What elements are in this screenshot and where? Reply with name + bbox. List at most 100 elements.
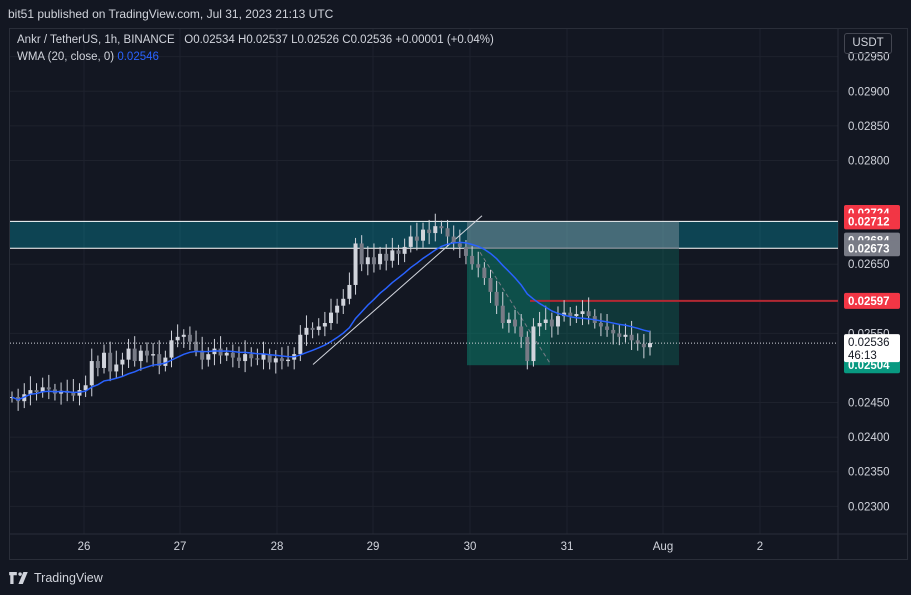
candle-body xyxy=(476,264,481,268)
y-tick-label: 0.02400 xyxy=(848,432,890,444)
candle-body xyxy=(322,323,327,327)
candle-body xyxy=(439,226,444,229)
y-tick-label: 0.02850 xyxy=(848,121,890,133)
candle-body xyxy=(384,253,389,261)
candle-body xyxy=(623,334,628,337)
price-tag xyxy=(844,240,900,257)
currency-button[interactable]: USDT xyxy=(844,33,892,54)
x-tick-label: Aug xyxy=(653,541,673,553)
candle-body xyxy=(506,319,511,324)
candle-body xyxy=(457,243,462,247)
position-progress-zone xyxy=(467,248,550,366)
symbol-name: Ankr / TetherUS, 1h, BINANCE xyxy=(17,34,175,46)
open-value: 0.02534 xyxy=(193,34,235,46)
open-label: O xyxy=(184,34,194,46)
symbol-legend: Ankr / TetherUS, 1h, BINANCE O0.02534 H0… xyxy=(17,34,494,46)
candle-body xyxy=(108,352,113,372)
candle-body xyxy=(451,236,456,244)
candle-body xyxy=(249,354,254,359)
candle-body xyxy=(218,348,223,356)
price-tag-label: 0.02504 xyxy=(848,360,890,372)
candle-body xyxy=(230,352,235,358)
candle-body xyxy=(144,350,149,356)
candle-body xyxy=(175,336,180,341)
candle-body xyxy=(126,348,131,360)
price-chart[interactable]: 0.02950 0.02900 0.02850 0.02800 0.02650 0.025… xyxy=(10,29,908,560)
candle-body xyxy=(519,326,524,337)
candle-body xyxy=(243,354,248,362)
trajectory-dashed-line xyxy=(479,252,551,364)
price-tag xyxy=(844,213,900,230)
candle-body xyxy=(427,229,432,234)
candle-body xyxy=(83,385,88,391)
candle-body xyxy=(261,354,266,360)
candle-body xyxy=(34,390,39,393)
candle-body xyxy=(402,246,407,254)
candle-body xyxy=(359,243,364,265)
wma-line xyxy=(11,241,651,401)
candle-body xyxy=(586,311,591,317)
position-stop-zone[interactable] xyxy=(467,221,679,249)
last-price-label: 0.02536 xyxy=(848,337,890,349)
price-tag-label: 0.02597 xyxy=(848,296,890,308)
candle-body xyxy=(378,253,383,265)
x-tick-label: 30 xyxy=(464,541,477,553)
candle-body xyxy=(598,323,603,327)
x-tick-label: 29 xyxy=(367,541,380,553)
y-tick-label: 0.02650 xyxy=(848,259,890,271)
close-label: C xyxy=(342,34,351,46)
candle-body xyxy=(605,326,610,330)
y-tick-label: 0.02900 xyxy=(848,86,890,98)
indicator-legend[interactable]: WMA (20, close, 0) 0.02546 xyxy=(17,51,159,63)
candle-body xyxy=(255,358,260,360)
chart-frame[interactable]: 0.02950 0.02900 0.02850 0.02800 0.02650 0.025… xyxy=(9,28,908,560)
candle-body xyxy=(120,359,125,365)
candle-body xyxy=(151,354,156,356)
candle-body xyxy=(132,348,137,362)
candle-body xyxy=(568,312,573,317)
candle-body xyxy=(421,229,426,241)
candle-body xyxy=(482,267,487,279)
candle-body xyxy=(617,333,622,337)
candle-body xyxy=(236,357,241,362)
candle-body xyxy=(329,312,333,324)
candle-body xyxy=(187,334,192,342)
indicator-label: WMA (20, close, 0) xyxy=(17,51,115,63)
candle-body xyxy=(157,354,162,366)
change-value: +0.00001 (+0.04%) xyxy=(395,34,494,46)
candle-body xyxy=(279,358,284,362)
candle-body xyxy=(304,327,309,335)
close-value: 0.02536 xyxy=(350,34,393,46)
candle-body xyxy=(298,334,303,355)
publish-header: bit51 published on TradingView.com, Jul … xyxy=(8,7,334,21)
candle-body xyxy=(95,361,100,368)
indicator-value: 0.02546 xyxy=(117,51,159,63)
candle-body xyxy=(341,298,346,306)
candle-body xyxy=(163,357,168,366)
candle-body xyxy=(408,236,413,247)
candle-body xyxy=(574,314,579,317)
x-tick-label: 2 xyxy=(757,541,763,553)
candle-body xyxy=(396,250,401,254)
high-value: 0.02537 xyxy=(246,34,288,46)
y-tick-label: 0.02350 xyxy=(848,467,890,479)
candle-body xyxy=(648,343,652,348)
candle-body xyxy=(433,226,438,234)
candle-body xyxy=(580,311,585,315)
candle-body xyxy=(347,284,352,299)
candle-body xyxy=(537,323,542,327)
candle-body xyxy=(194,341,199,351)
tradingview-logo-icon xyxy=(9,572,28,584)
candle-body xyxy=(224,352,229,356)
candle-body xyxy=(513,319,518,327)
last-price-tag xyxy=(844,334,900,363)
y-tick-label: 0.02300 xyxy=(848,501,890,513)
candle-body xyxy=(89,361,94,386)
candle-body xyxy=(390,250,395,261)
candle-body xyxy=(353,243,358,285)
candle-body xyxy=(555,316,560,327)
candle-body xyxy=(114,364,119,372)
candle-body xyxy=(365,257,370,265)
x-tick-label: 27 xyxy=(174,541,187,553)
low-value: 0.02526 xyxy=(297,34,340,46)
